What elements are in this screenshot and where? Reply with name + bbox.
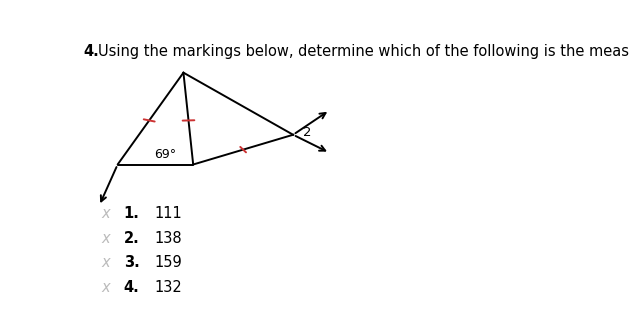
Text: 3.: 3. [124, 255, 140, 270]
Text: 138: 138 [154, 231, 182, 246]
Text: Using the markings below, determine which of the following is the measure of ang: Using the markings below, determine whic… [98, 44, 629, 59]
Text: x: x [101, 280, 109, 295]
Text: 111: 111 [154, 206, 182, 221]
Text: 132: 132 [154, 280, 182, 295]
Text: 159: 159 [154, 255, 182, 270]
Text: x: x [101, 255, 109, 270]
Text: 4.: 4. [84, 44, 99, 59]
Text: 69°: 69° [154, 148, 176, 161]
Text: x: x [101, 231, 109, 246]
Text: 1.: 1. [124, 206, 140, 221]
Text: x: x [101, 206, 109, 221]
Text: 2: 2 [303, 126, 311, 139]
Text: 4.: 4. [124, 280, 140, 295]
Text: 2.: 2. [124, 231, 140, 246]
